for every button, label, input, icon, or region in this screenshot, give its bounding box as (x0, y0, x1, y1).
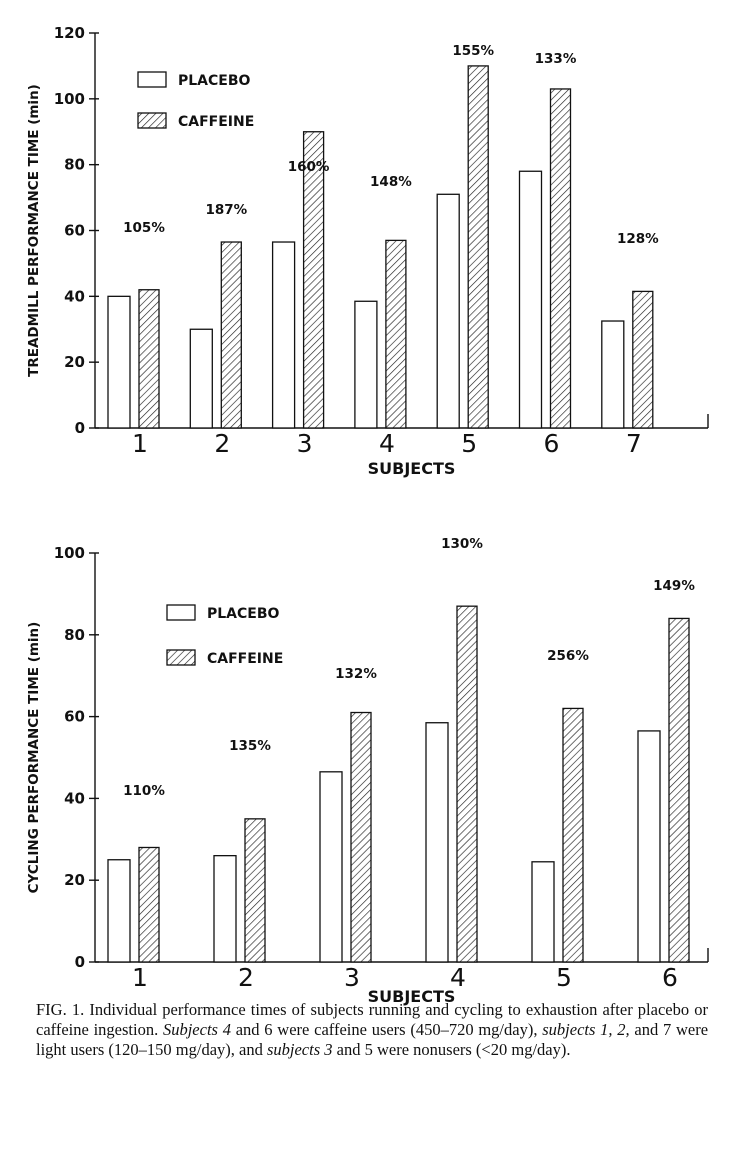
y-tick-label: 120 (54, 24, 85, 42)
bar-placebo-subject-6 (637, 730, 661, 963)
y-axis-title: CYCLING PERFORMANCE TIME (min) (26, 622, 42, 894)
x-tick-label: 4 (379, 429, 395, 458)
legend-label-placebo: PLACEBO (178, 73, 251, 89)
percent-annotation: 149% (653, 578, 695, 594)
x-tick-label: 6 (544, 429, 560, 458)
bar-caffeine-subject-2 (220, 241, 242, 429)
percent-annotation: 128% (617, 231, 659, 247)
bar-caffeine-subject-1 (138, 846, 160, 963)
y-tick-label: 0 (75, 419, 85, 437)
legend-swatch-placebo (137, 71, 167, 88)
y-tick-label: 80 (64, 626, 85, 644)
bar-caffeine-subject-4 (385, 239, 407, 429)
x-tick-label: 7 (626, 429, 642, 458)
x-tick-label: 1 (132, 963, 148, 992)
legend-swatch-caffeine (166, 649, 196, 666)
y-tick-label: 80 (64, 156, 85, 174)
figure-caption: FIG. 1. Individual performance times of … (36, 1000, 708, 1060)
bar-caffeine-subject-1 (138, 289, 160, 429)
percent-annotation: 133% (535, 51, 577, 67)
bar-caffeine-subject-3 (350, 711, 372, 963)
percent-annotation: 148% (370, 174, 412, 190)
y-tick-label: 40 (64, 789, 85, 807)
caption-text-1: Individual performance times of subjects… (36, 1000, 708, 1039)
x-tick-label: 2 (238, 963, 254, 992)
y-axis-title: TREADMILL PERFORMANCE TIME (min) (26, 84, 42, 377)
legend-label-placebo: PLACEBO (207, 606, 280, 622)
y-tick-label: 100 (54, 90, 85, 108)
x-tick-label: 1 (132, 429, 148, 458)
bar-caffeine-subject-5 (562, 707, 584, 963)
x-tick-label: 4 (450, 963, 466, 992)
percent-annotation: 132% (335, 666, 377, 682)
x-axis-title: SUBJECTS (368, 459, 456, 478)
legend-label-caffeine: CAFFEINE (178, 114, 254, 130)
y-tick-label: 60 (64, 222, 85, 240)
x-axis-title: SUBJECTS (368, 987, 456, 1006)
bar-placebo-subject-1 (107, 295, 131, 429)
bar-caffeine-subject-4 (456, 605, 478, 963)
x-tick-label: 6 (662, 963, 678, 992)
caption-italic-2: subjects 1, 2, (542, 1020, 630, 1039)
bar-placebo-subject-3 (271, 241, 296, 429)
legend-label-caffeine: CAFFEINE (207, 651, 283, 667)
x-tick-label: 3 (297, 429, 313, 458)
bar-placebo-subject-1 (107, 859, 131, 963)
bar-placebo-subject-7 (601, 320, 625, 429)
x-tick-label: 5 (556, 963, 572, 992)
caption-text-2: and 6 were caffeine users (450–720 mg/da… (235, 1020, 538, 1039)
bar-caffeine-subject-5 (467, 65, 489, 429)
percent-annotation: 160% (288, 159, 330, 175)
legend-swatch-placebo (166, 604, 196, 621)
caption-italic-1: Subjects 4 (162, 1020, 231, 1039)
bar-placebo-subject-5 (531, 861, 555, 963)
y-tick-label: 20 (64, 353, 85, 371)
y-tick-label: 40 (64, 287, 85, 305)
percent-annotation: 187% (205, 202, 247, 218)
x-tick-label: 2 (214, 429, 230, 458)
bar-placebo-subject-4 (354, 300, 378, 429)
percent-annotation: 130% (441, 536, 483, 552)
y-tick-label: 100 (54, 544, 85, 562)
treadmill-chart: 0 20 40 60 80 100 120 TREADMILL PERFORMANCE TIM… (26, 24, 709, 478)
y-tick-label: 60 (64, 708, 85, 726)
y-tick-label: 20 (64, 871, 85, 889)
bar-placebo-subject-2 (189, 328, 213, 429)
bar-caffeine-subject-2 (244, 818, 266, 963)
bar-placebo-subject-4 (425, 722, 449, 963)
bar-placebo-subject-3 (319, 771, 343, 963)
percent-annotation: 256% (547, 648, 589, 664)
y-tick-label: 0 (75, 953, 85, 971)
legend-swatch-caffeine (137, 112, 167, 129)
caption-text-4: and 5 were nonusers (<20 mg/day). (336, 1040, 571, 1059)
bar-caffeine-subject-6 (668, 617, 690, 963)
bar-placebo-subject-2 (213, 855, 237, 963)
bar-caffeine-subject-7 (632, 290, 654, 429)
cycling-chart: 0 20 40 60 80 100 CYCLING PERFORMANCE TIME (mi… (26, 536, 709, 1006)
bar-placebo-subject-6 (518, 170, 543, 429)
caption-italic-3: subjects 3 (266, 1040, 333, 1059)
percent-annotation: 110% (123, 783, 165, 799)
percent-annotation: 135% (229, 738, 271, 754)
x-tick-label: 3 (344, 963, 360, 992)
x-tick-label: 5 (461, 429, 477, 458)
percent-annotation: 105% (123, 220, 165, 236)
percent-annotation: 155% (452, 43, 494, 59)
caption-text-3: and 7 were light users (120–150 mg/day),… (36, 1020, 709, 1059)
bar-placebo-subject-5 (436, 193, 460, 429)
bar-caffeine-subject-3 (302, 131, 325, 429)
caption-fig-label: FIG. 1. (36, 1000, 85, 1019)
bar-caffeine-subject-6 (549, 88, 572, 429)
